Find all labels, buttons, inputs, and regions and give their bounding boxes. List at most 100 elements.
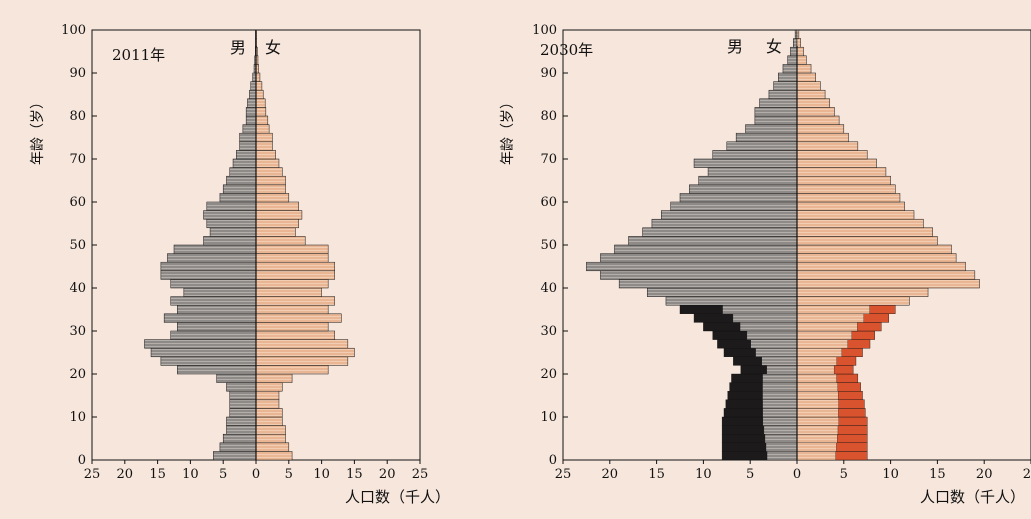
- male-bar: [236, 150, 257, 160]
- male-bar: [764, 434, 798, 443]
- female-bar: [796, 416, 839, 426]
- female-bar: [796, 38, 801, 48]
- x-tick-label: 10: [882, 467, 899, 482]
- x-tick-label: 5: [746, 467, 754, 482]
- female-bar: [796, 64, 812, 74]
- male-bar: [170, 296, 257, 306]
- male-bar: [229, 408, 257, 418]
- male-bar: [173, 244, 257, 254]
- female-bar: [255, 304, 329, 315]
- y-tick-label: 70: [540, 152, 557, 167]
- male-bar: [213, 451, 257, 461]
- male-bar: [618, 279, 798, 289]
- female-bar: [796, 72, 816, 82]
- female-bar: [796, 141, 859, 151]
- female-bar: [255, 124, 270, 134]
- female-bar: [255, 158, 280, 168]
- x-tick-label: 10: [182, 467, 199, 482]
- male-bar: [206, 218, 257, 229]
- y-tick-label: 30: [540, 324, 557, 339]
- female-bar: [255, 382, 283, 392]
- female-bar: [255, 29, 257, 39]
- male-bar: [765, 442, 798, 452]
- female-bar: [796, 253, 957, 263]
- male-bar: [754, 115, 798, 125]
- y-tick-label: 50: [69, 238, 86, 253]
- female-bar: [796, 279, 980, 289]
- male-bar: [793, 38, 798, 48]
- female-bar: [796, 132, 849, 143]
- female-label: 女: [265, 38, 281, 57]
- male-bar: [226, 416, 257, 426]
- x-tick-label: 15: [648, 467, 665, 482]
- female-bar: [255, 218, 299, 229]
- y-tick-label: 0: [549, 453, 557, 468]
- x-tick-label: 25: [555, 467, 572, 482]
- male-bar: [722, 305, 798, 314]
- female-bar: [255, 244, 329, 254]
- y-tick-label: 30: [69, 324, 86, 339]
- male-bar: [247, 98, 257, 108]
- female-bar: [255, 399, 280, 409]
- male-bar: [712, 150, 798, 160]
- female-bar: [796, 89, 826, 100]
- female-bar: [796, 305, 870, 314]
- male-bar: [160, 270, 257, 280]
- female-bar: [796, 107, 835, 117]
- female-bar: [796, 184, 896, 194]
- female-bar: [796, 322, 858, 332]
- female-bar: [796, 313, 864, 323]
- y-tick-label: 40: [69, 281, 86, 296]
- female-bar: [255, 322, 329, 332]
- female-bar: [796, 287, 929, 297]
- male-label: 男: [727, 37, 743, 56]
- male-bar: [762, 399, 798, 409]
- male-bar: [229, 399, 257, 409]
- female-bar: [796, 55, 807, 65]
- male-bar: [762, 373, 798, 383]
- female-bar: [796, 244, 952, 254]
- female-bar: [796, 330, 852, 340]
- male-bar: [766, 365, 798, 375]
- female-bar: [255, 433, 286, 444]
- female-bar: [255, 390, 280, 401]
- female-bar: [796, 434, 838, 443]
- male-bar: [759, 98, 798, 108]
- male-bar: [242, 124, 257, 134]
- male-bar: [219, 193, 257, 203]
- female-bar: [796, 227, 933, 237]
- male-bar: [600, 253, 798, 263]
- male-bar: [245, 107, 257, 117]
- male-bar: [183, 287, 257, 297]
- x-tick-label: 15: [346, 467, 363, 482]
- female-bar: [255, 425, 286, 435]
- male-bar: [762, 416, 798, 426]
- x-tick-label: 20: [379, 467, 396, 482]
- male-bar: [732, 313, 798, 323]
- pyramid-chart-2011: 2011年 男 女 年龄（岁） 人口数（千人） 25 20 15 10 5 0 5 10 15 2…: [30, 23, 450, 506]
- female-bar: [255, 150, 276, 160]
- male-bar: [170, 279, 257, 289]
- male-bar: [177, 365, 257, 375]
- male-bar: [222, 433, 257, 444]
- male-bar: [170, 330, 257, 340]
- x-tick-label: 25: [412, 467, 429, 482]
- male-bar: [762, 408, 798, 418]
- female-bar: [796, 115, 840, 125]
- female-bar: [255, 89, 264, 100]
- female-bar: [255, 373, 293, 383]
- female-bar: [255, 227, 296, 237]
- female-bar: [796, 442, 837, 452]
- female-bar: [796, 175, 891, 186]
- female-bar: [796, 201, 905, 211]
- male-bar: [746, 330, 798, 340]
- x-tick-label: 25: [1023, 467, 1031, 482]
- y-tick-label: 60: [540, 195, 557, 210]
- male-bar: [250, 81, 257, 91]
- x-tick-label: 0: [252, 467, 260, 482]
- female-bar: [796, 356, 837, 366]
- male-bar: [745, 124, 798, 134]
- female-bar: [255, 253, 329, 263]
- female-bar: [255, 236, 306, 246]
- female-bar: [255, 107, 267, 117]
